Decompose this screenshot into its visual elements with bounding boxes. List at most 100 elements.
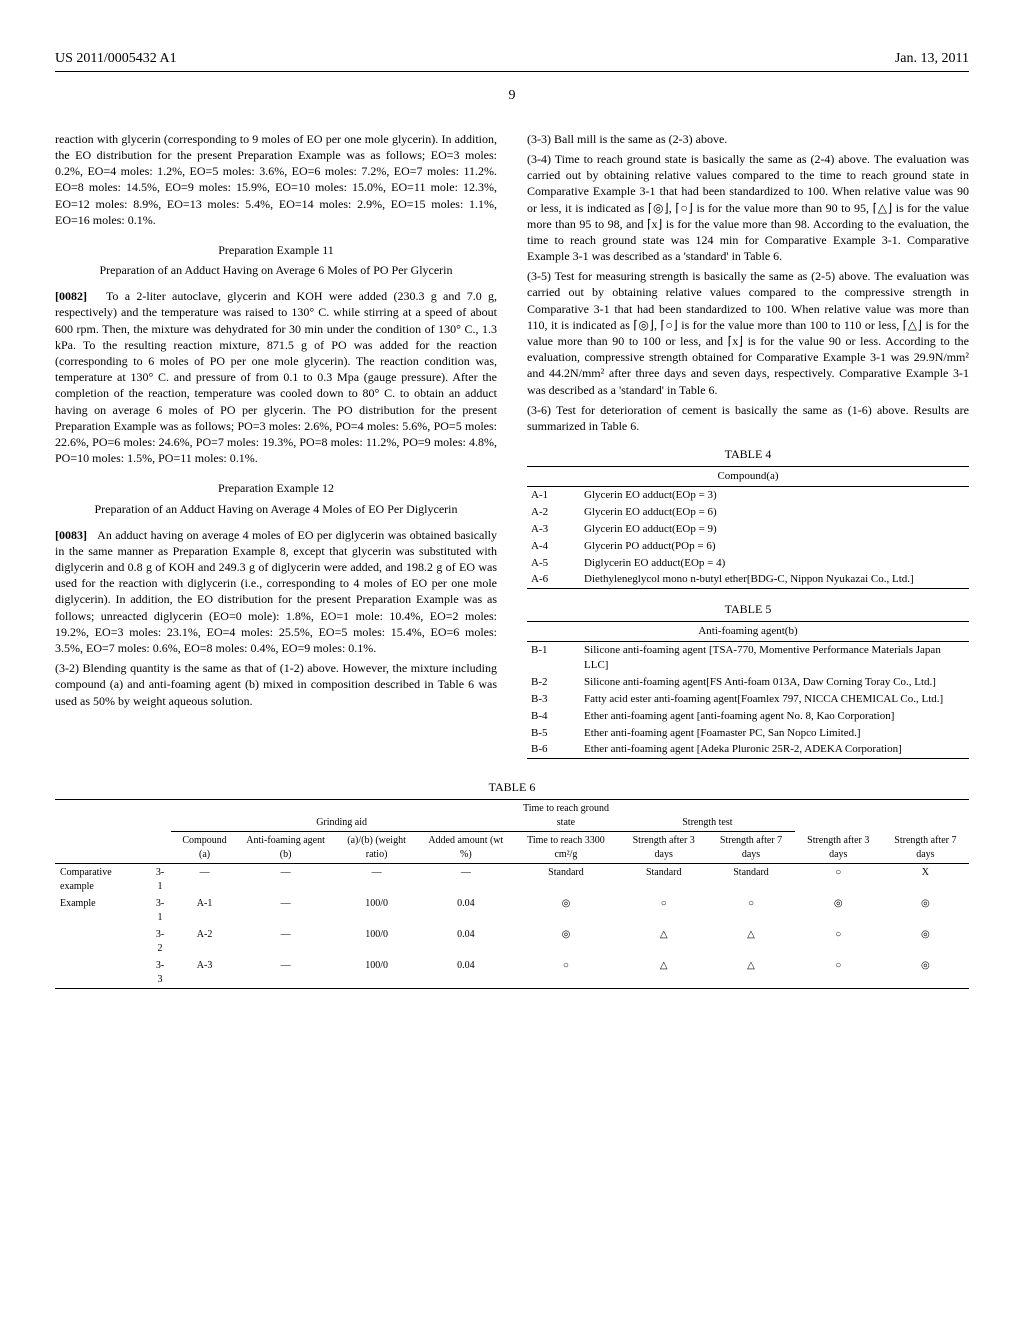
- cell-antifoam: —: [238, 864, 334, 896]
- cell-antifoam: —: [238, 926, 334, 957]
- cell-s7: ○: [707, 895, 794, 926]
- cell-added: —: [420, 864, 512, 896]
- th-s3: Strength after 3 days: [620, 832, 707, 864]
- cell-id: A-6: [527, 571, 580, 588]
- cell-group: [55, 926, 149, 957]
- table5-header: Anti-foaming agent(b): [527, 622, 969, 642]
- table-row: B-3Fatty acid ester anti-foaming agent[F…: [527, 691, 969, 708]
- para-num-0083: [0083]: [55, 528, 87, 542]
- cell-id: B-3: [527, 691, 580, 708]
- cell-time: ○: [512, 957, 620, 989]
- cell-added: 0.04: [420, 926, 512, 957]
- table-row: A-4Glycerin PO adduct(POp = 6): [527, 538, 969, 555]
- para-3-6: (3-6) Test for deterioration of cement i…: [527, 402, 969, 434]
- th-strength-test: Strength test: [620, 800, 795, 832]
- pub-date: Jan. 13, 2011: [895, 50, 969, 69]
- cell-id: A-1: [527, 487, 580, 504]
- cell-s3: △: [620, 926, 707, 957]
- cell-desc: Diglycerin EO adduct(EOp = 4): [580, 555, 969, 572]
- table4: Compound(a) A-1Glycerin EO adduct(EOp = …: [527, 466, 969, 589]
- cell-d3: ○: [795, 926, 882, 957]
- prep12-subtitle: Preparation of an Adduct Having on Avera…: [55, 501, 497, 517]
- table-row: 3-3 A-3 — 100/0 0.04 ○ △ △ ○ ◎: [55, 957, 969, 989]
- cell-idx: 3-2: [149, 926, 172, 957]
- cell-compound: —: [171, 864, 237, 896]
- para-3-4: (3-4) Time to reach ground state is basi…: [527, 151, 969, 264]
- prep12-body: An adduct having on average 4 moles of E…: [55, 528, 497, 655]
- cell-desc: Ether anti-foaming agent [Adeka Pluronic…: [580, 741, 969, 758]
- table-row: B-1Silicone anti-foaming agent [TSA-770,…: [527, 642, 969, 674]
- th-time: Time to reach 3300 cm²/g: [512, 832, 620, 864]
- th-antifoam: Anti-foaming agent (b): [238, 832, 334, 864]
- table5-label: TABLE 5: [527, 601, 969, 617]
- cell-ratio: —: [333, 864, 419, 896]
- cell-group: Example: [55, 895, 149, 926]
- th-d7: Strength after 7 days: [882, 832, 969, 864]
- cell-desc: Ether anti-foaming agent [anti-foaming a…: [580, 708, 969, 725]
- pub-number: US 2011/0005432 A1: [55, 50, 177, 69]
- cell-s3: △: [620, 957, 707, 989]
- th-time-reach: Time to reach ground state: [512, 800, 620, 832]
- cell-s7: △: [707, 926, 794, 957]
- th-grinding-aid: Grinding aid: [171, 800, 511, 832]
- cell-ratio: 100/0: [333, 926, 419, 957]
- cell-s3: Standard: [620, 864, 707, 896]
- cell-desc: Diethyleneglycol mono n-butyl ether[BDG-…: [580, 571, 969, 588]
- cell-id: A-4: [527, 538, 580, 555]
- cell-id: B-6: [527, 741, 580, 758]
- cell-s7: Standard: [707, 864, 794, 896]
- prep11-subtitle: Preparation of an Adduct Having on Avera…: [55, 262, 497, 278]
- cell-d7: X: [882, 864, 969, 896]
- table-row: Comparative example 3-1 — — — — Standard…: [55, 864, 969, 896]
- prep11-body: To a 2-liter autoclave, glycerin and KOH…: [55, 289, 497, 465]
- cell-idx: 3-3: [149, 957, 172, 989]
- two-column-layout: reaction with glycerin (corresponding to…: [55, 131, 969, 759]
- table6-subheader-row: Compound (a) Anti-foaming agent (b) (a)/…: [55, 832, 969, 864]
- cell-desc: Silicone anti-foaming agent [TSA-770, Mo…: [580, 642, 969, 674]
- prep12-paragraph: [0083] An adduct having on average 4 mol…: [55, 527, 497, 657]
- cell-id: B-1: [527, 642, 580, 674]
- cell-group: Comparative example: [55, 864, 149, 896]
- th-ratio: (a)/(b) (weight ratio): [333, 832, 419, 864]
- prep11-title: Preparation Example 11: [55, 242, 497, 258]
- cell-idx: 3-1: [149, 864, 172, 896]
- cell-antifoam: —: [238, 895, 334, 926]
- cell-id: B-4: [527, 708, 580, 725]
- cell-id: A-5: [527, 555, 580, 572]
- cell-id: A-2: [527, 504, 580, 521]
- para-3-5: (3-5) Test for measuring strength is bas…: [527, 268, 969, 398]
- para-3-3: (3-3) Ball mill is the same as (2-3) abo…: [527, 131, 969, 147]
- prep12-title: Preparation Example 12: [55, 480, 497, 496]
- cell-time: ◎: [512, 895, 620, 926]
- cell-id: B-2: [527, 674, 580, 691]
- cell-desc: Ether anti-foaming agent [Foamaster PC, …: [580, 725, 969, 742]
- right-column: (3-3) Ball mill is the same as (2-3) abo…: [527, 131, 969, 759]
- cell-d7: ◎: [882, 895, 969, 926]
- table-row: B-5Ether anti-foaming agent [Foamaster P…: [527, 725, 969, 742]
- table4-label: TABLE 4: [527, 446, 969, 462]
- cell-desc: Glycerin EO adduct(EOp = 3): [580, 487, 969, 504]
- th-d3: Strength after 3 days: [795, 832, 882, 864]
- table-row: A-6Diethyleneglycol mono n-butyl ether[B…: [527, 571, 969, 588]
- cell-compound: A-1: [171, 895, 237, 926]
- cell-added: 0.04: [420, 895, 512, 926]
- cell-idx: 3-1: [149, 895, 172, 926]
- cell-compound: A-2: [171, 926, 237, 957]
- cell-ratio: 100/0: [333, 957, 419, 989]
- left-column: reaction with glycerin (corresponding to…: [55, 131, 497, 759]
- table-row: B-4Ether anti-foaming agent [anti-foamin…: [527, 708, 969, 725]
- prep11-paragraph: [0082] To a 2-liter autoclave, glycerin …: [55, 288, 497, 466]
- page-number: 9: [55, 87, 969, 106]
- table5: Anti-foaming agent(b) B-1Silicone anti-f…: [527, 621, 969, 759]
- cell-time: ◎: [512, 926, 620, 957]
- para-num-0082: [0082]: [55, 289, 87, 303]
- cell-s7: △: [707, 957, 794, 989]
- table6-container: TABLE 6 Grinding aid Time to reach groun…: [55, 779, 969, 989]
- cell-group: [55, 957, 149, 989]
- cell-antifoam: —: [238, 957, 334, 989]
- cell-d3: ○: [795, 957, 882, 989]
- cell-d7: ◎: [882, 926, 969, 957]
- table-row: A-2Glycerin EO adduct(EOp = 6): [527, 504, 969, 521]
- th-added: Added amount (wt %): [420, 832, 512, 864]
- cell-desc: Fatty acid ester anti-foaming agent[Foam…: [580, 691, 969, 708]
